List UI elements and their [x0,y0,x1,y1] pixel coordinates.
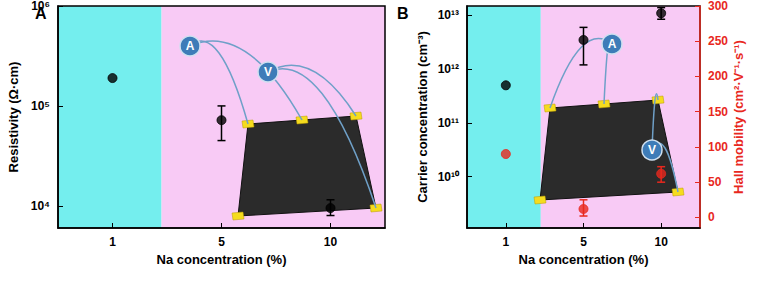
svg-text:10¹³: 10¹³ [438,8,459,22]
svg-text:Na concentration (%): Na concentration (%) [156,252,286,267]
svg-text:V: V [264,65,272,79]
svg-text:V: V [648,143,656,157]
svg-text:A: A [35,5,47,22]
svg-text:1: 1 [109,235,116,249]
svg-text:10⁴: 10⁴ [31,199,50,213]
svg-text:10: 10 [324,235,338,249]
svg-text:1: 1 [502,235,509,249]
svg-text:10¹¹: 10¹¹ [438,116,459,130]
svg-text:10⁵: 10⁵ [31,99,50,113]
svg-text:Hall mobility (cm²·V⁻¹·s⁻¹): Hall mobility (cm²·V⁻¹·s⁻¹) [731,40,746,194]
svg-text:200: 200 [708,69,728,83]
svg-text:300: 300 [708,0,728,13]
svg-text:150: 150 [708,105,728,119]
svg-text:5: 5 [218,235,225,249]
svg-text:10: 10 [654,235,668,249]
svg-text:100: 100 [708,140,728,154]
svg-text:Na concentration (%): Na concentration (%) [518,252,648,267]
svg-text:10¹²: 10¹² [438,62,459,76]
svg-text:A: A [608,37,617,51]
svg-text:250: 250 [708,34,728,48]
svg-text:A: A [186,39,195,53]
svg-text:Carrier concentration (cm⁻³): Carrier concentration (cm⁻³) [415,31,430,203]
svg-text:10¹⁰: 10¹⁰ [438,170,460,184]
svg-text:0: 0 [708,210,715,224]
svg-text:5: 5 [580,235,587,249]
svg-text:B: B [397,5,409,22]
svg-text:50: 50 [708,175,722,189]
svg-text:10⁶: 10⁶ [31,0,50,13]
svg-text:Resistivity (Ω·cm): Resistivity (Ω·cm) [6,62,21,173]
